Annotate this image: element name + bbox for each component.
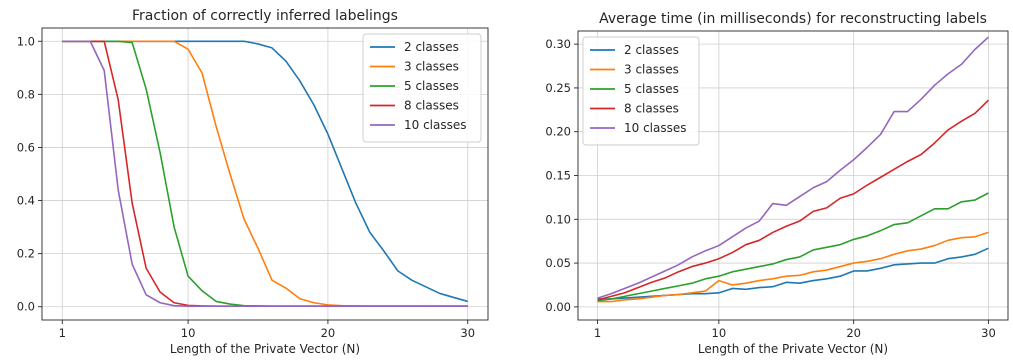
y-tick-label: 0.10 [545, 212, 571, 226]
x-tick-label: 20 [846, 326, 861, 340]
series-line-2-classes [597, 247, 989, 300]
x-tick-label: 20 [321, 326, 336, 340]
x-tick-label: 10 [712, 326, 727, 340]
y-tick-label: 0.0 [17, 300, 35, 314]
chart-title: Fraction of correctly inferred labelings [132, 8, 398, 24]
y-tick-label: 1.0 [17, 34, 35, 48]
y-tick-label: 0.6 [17, 140, 35, 154]
legend-entry: 8 classes [404, 99, 459, 113]
series-line-10-classes [62, 40, 468, 308]
x-tick-label: 1 [59, 326, 66, 340]
series-line-10-classes [597, 36, 989, 299]
legend-box [362, 33, 482, 143]
legend-entry: 3 classes [404, 60, 459, 74]
legend-entry: 2 classes [404, 40, 459, 54]
legend: 2 classes 3 classes 5 classes 8 classes 10 c… [582, 36, 700, 146]
legend-entry: 5 classes [624, 82, 679, 96]
y-tick-label: 0.2 [17, 247, 35, 261]
chart-title: Average time (in milliseconds) for recon… [599, 11, 987, 27]
legend-entry: 10 classes [404, 118, 467, 132]
x-tick-label: 30 [460, 326, 475, 340]
y-tick-label: 0.25 [545, 81, 571, 95]
legend-box [582, 36, 700, 146]
legend-entry: 3 classes [624, 63, 679, 77]
legend-entry: 5 classes [404, 79, 459, 93]
legend-entry: 8 classes [624, 102, 679, 116]
plot-frame [41, 27, 489, 321]
legend-entry: 10 classes [624, 121, 687, 135]
y-tick-label: 0.8 [17, 87, 35, 101]
reconstruction-time-chart: 1 10 20 30 0.00 0.05 0.10 0.15 0.20 0.25 0.30 Avera… [545, 11, 1009, 356]
y-tick-label: 0.4 [17, 194, 35, 208]
plot-frame [577, 30, 1009, 321]
series-line-3-classes [597, 231, 989, 303]
x-axis-label: Length of the Private Vector (N) [170, 342, 360, 356]
x-axis-label: Length of the Private Vector (N) [698, 342, 888, 356]
legend-entry: 2 classes [624, 43, 679, 57]
y-tick-label: 0.20 [545, 125, 571, 139]
y-tick-label: 0.30 [545, 37, 571, 51]
x-tick-label: 1 [594, 326, 601, 340]
legend: 2 classes 3 classes 5 classes 8 classes 10 c… [362, 33, 482, 143]
series-line-8-classes [597, 99, 990, 301]
y-tick-label: 0.00 [545, 300, 571, 314]
series-line-5-classes [597, 192, 989, 302]
x-tick-label: 10 [181, 326, 196, 340]
y-tick-label: 0.05 [545, 256, 571, 270]
y-tick-label: 0.15 [545, 169, 571, 183]
fraction-inferred-chart: 1 10 20 30 0.0 0.2 0.4 0.6 0.8 1.0 Fraction of cor… [17, 8, 489, 356]
x-tick-label: 30 [981, 326, 996, 340]
